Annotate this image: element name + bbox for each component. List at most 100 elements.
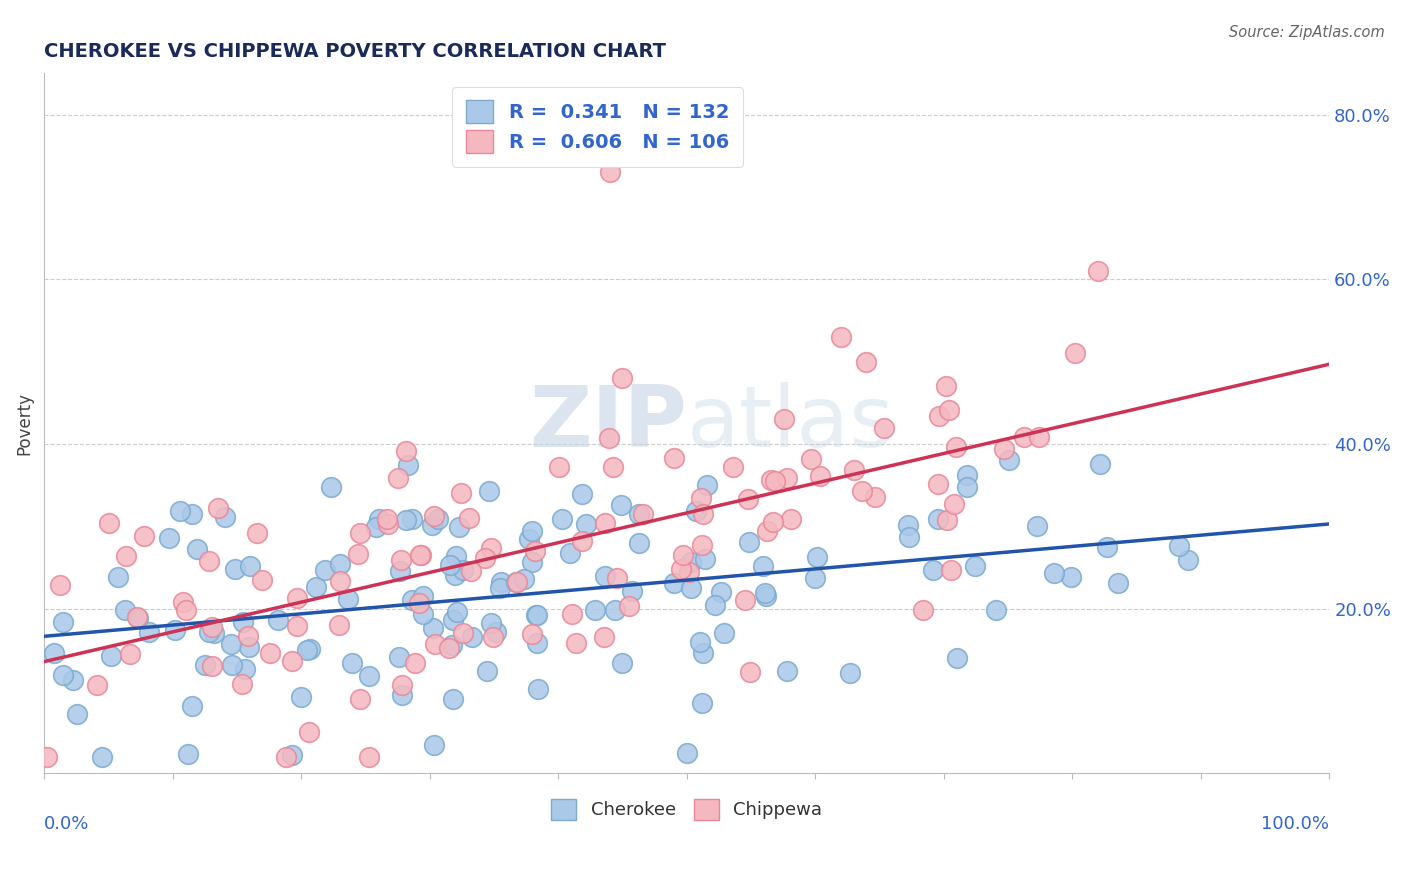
Point [176, 747, 198, 762]
Point [474, 551, 496, 566]
Point [477, 664, 499, 678]
Point [198, 554, 221, 568]
Point [336, 592, 359, 607]
Point [388, 650, 411, 665]
Point [314, 563, 336, 577]
Point [945, 651, 967, 665]
Point [1043, 566, 1066, 581]
Point [690, 491, 713, 505]
Point [621, 584, 644, 599]
Point [776, 664, 799, 678]
Point [391, 688, 413, 702]
Point [441, 613, 464, 627]
Point [1095, 540, 1118, 554]
Point [679, 555, 702, 569]
Point [451, 563, 474, 577]
Point [201, 659, 224, 673]
Point [863, 490, 886, 504]
Point [219, 637, 242, 651]
Point [86, 678, 108, 692]
Point [897, 530, 920, 544]
Point [250, 573, 273, 587]
Point [396, 458, 419, 472]
Point [754, 586, 776, 600]
Point [593, 516, 616, 530]
Point [993, 442, 1015, 456]
Point [389, 552, 412, 566]
Point [927, 477, 949, 491]
Y-axis label: Poverty: Poverty [15, 392, 32, 455]
Point [669, 562, 692, 576]
Point [679, 581, 702, 595]
Point [851, 483, 873, 498]
Point [599, 165, 621, 179]
Point [998, 453, 1021, 467]
Point [48, 577, 70, 591]
Point [246, 525, 269, 540]
Point [609, 499, 631, 513]
Point [198, 625, 221, 640]
Point [157, 531, 180, 545]
Point [387, 470, 409, 484]
Point [1014, 430, 1036, 444]
Point [138, 624, 160, 639]
Point [477, 484, 499, 499]
Text: ZIP: ZIP [529, 382, 686, 465]
Point [935, 378, 957, 392]
Point [484, 625, 506, 640]
Point [441, 692, 464, 706]
Text: Source: ZipAtlas.com: Source: ZipAtlas.com [1229, 25, 1385, 40]
Point [202, 625, 225, 640]
Point [236, 630, 259, 644]
Point [703, 598, 725, 612]
Point [401, 592, 423, 607]
Point [401, 512, 423, 526]
Point [762, 515, 785, 529]
Point [631, 507, 654, 521]
Point [329, 574, 352, 588]
Point [127, 611, 149, 625]
Point [357, 669, 380, 683]
Point [90, 749, 112, 764]
Point [928, 409, 950, 424]
Point [956, 467, 979, 482]
Point [391, 678, 413, 692]
Point [114, 549, 136, 563]
Point [1168, 540, 1191, 554]
Text: 100.0%: 100.0% [1261, 815, 1329, 833]
Text: 0.0%: 0.0% [44, 815, 90, 833]
Point [690, 696, 713, 710]
Point [231, 677, 253, 691]
Point [941, 563, 963, 577]
Point [299, 641, 322, 656]
Point [945, 441, 967, 455]
Point [453, 625, 475, 640]
Point [233, 662, 256, 676]
Point [193, 657, 215, 672]
Point [685, 504, 707, 518]
Point [366, 520, 388, 534]
Point [922, 563, 945, 577]
Point [444, 549, 467, 563]
Point [752, 559, 775, 574]
Point [721, 459, 744, 474]
Point [347, 547, 370, 561]
Point [404, 656, 426, 670]
Point [446, 605, 468, 619]
Point [838, 666, 860, 681]
Point [526, 608, 548, 623]
Point [409, 548, 432, 562]
Point [1177, 552, 1199, 566]
Point [426, 511, 449, 525]
Point [692, 507, 714, 521]
Point [200, 620, 222, 634]
Point [460, 564, 482, 578]
Point [804, 571, 827, 585]
Point [422, 738, 444, 752]
Point [564, 636, 586, 650]
Point [395, 444, 418, 458]
Point [439, 558, 461, 573]
Point [1063, 346, 1085, 360]
Point [125, 610, 148, 624]
Point [412, 607, 434, 622]
